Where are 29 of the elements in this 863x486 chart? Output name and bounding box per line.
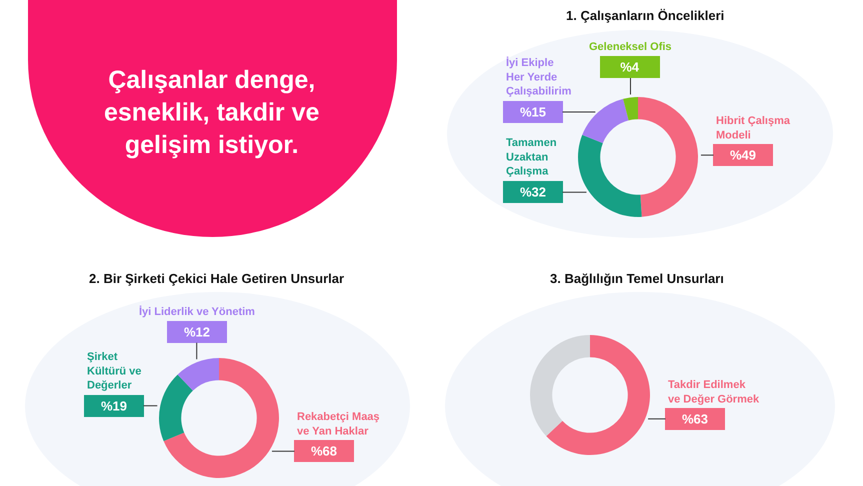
data-label: %68 [310,444,338,458]
donut-slice [178,358,219,391]
data-label: %63 [682,412,708,426]
data-label: %15 [520,104,546,120]
donut-slice [623,97,638,120]
chart-title: 2. Bir Şirketi Çekici Hale Getiren Unsurlar [89,271,344,286]
data-label: %32 [520,184,546,200]
text: Çalışanlar denge, esneklik, takdir ve gelişim istiyor. [104,66,320,159]
slice-label: Tamamen Uzaktan Çalışma [506,137,557,178]
data-label: %19 [100,398,128,414]
slice-label: Geleneksel Ofis [589,41,672,53]
slice-label: İyi Ekiple Her Yerde Çalışabilirim [506,56,572,98]
data-label: %12 [184,324,210,340]
chart-title: 1. Çalışanların Öncelikleri [566,8,724,23]
data-label: %4 [620,60,640,74]
data-label: %49 [730,148,756,162]
donut-slice [546,335,650,455]
chart-title: 3. Bağlılığın Temel Unsurları [550,271,724,286]
slice-label: Takdir Edilmek ve Değer Görmek [668,379,760,406]
donut-slice [638,97,698,217]
slice-label: Rekabetçi Maaş ve Yan Haklar [297,411,380,438]
slice-label: Şirket Kültürü ve Değerler [87,351,142,392]
slice-label: İyi Liderlik ve Yönetim [139,305,256,318]
donut-slice [159,374,193,442]
donut-slice [578,134,642,217]
donut-slice [164,358,279,478]
donut-slice [582,98,629,144]
slice-label: Hibrit Çalışma Modeli [716,115,791,142]
donut-slice [530,335,590,436]
